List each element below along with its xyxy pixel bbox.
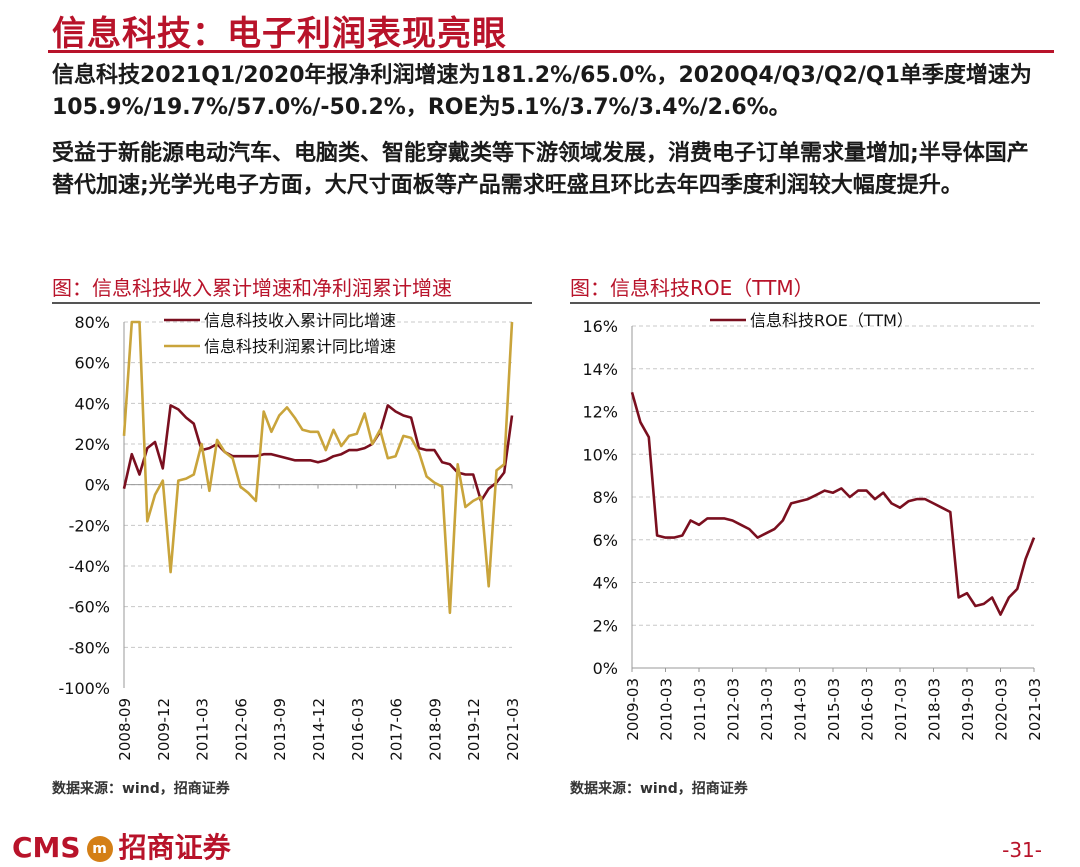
right-chart-y-tick-label: 16% — [582, 317, 618, 336]
left-chart-y-tick-label: -100% — [58, 679, 110, 698]
page-number: -31- — [1002, 838, 1042, 862]
right-chart-series-line-1 — [630, 391, 1036, 616]
left-chart-series-line-2 — [122, 320, 514, 615]
left-chart-x-tick-label: 2018-09 — [426, 698, 444, 761]
right-chart-divider — [570, 302, 1040, 304]
logo-emblem-icon: m — [86, 836, 113, 862]
right-chart-y-tick-label: 6% — [593, 531, 618, 550]
right-chart-x-tick-label: 2018-03 — [926, 678, 944, 741]
left-chart-x-tick-label: 2016-03 — [349, 698, 367, 761]
right-chart-x-tick-label: 2013-03 — [758, 678, 776, 741]
right-chart-x-tick-label: 2019-03 — [959, 678, 977, 741]
right-chart-x-tick-label: 2016-03 — [859, 678, 877, 741]
left-chart-x-tick-label: 2019-12 — [465, 698, 483, 761]
right-chart-x-tick-label: 2010-03 — [658, 678, 676, 741]
right-chart-source: 数据来源：wind，招商证券 — [570, 781, 748, 797]
right-chart-x-tick-label: 2021-03 — [1026, 678, 1044, 741]
left-chart-y-tick-label: 40% — [74, 394, 110, 413]
left-chart-title: 图：信息科技收入累计增速和净利润累计增速 — [52, 276, 452, 300]
title-divider — [48, 50, 1054, 53]
left-chart-x-tick-label: 2009-12 — [155, 698, 173, 761]
roe-line-chart: 16% 14% 12% 10% 8% 6% 4% 2% 0% 2009-03 2010-03 2011… — [582, 311, 1044, 741]
left-chart-legend-label: 信息科技收入累计同比增速 — [204, 311, 396, 330]
right-chart-y-tick-label: 2% — [593, 616, 618, 635]
right-chart-x-tick-label: 2020-03 — [993, 678, 1011, 741]
right-chart-x-tick-label: 2015-03 — [825, 678, 843, 741]
right-chart-x-tick-label: 2011-03 — [691, 678, 709, 741]
right-chart-legend-label: 信息科技ROE（TTM） — [750, 311, 913, 330]
left-chart-x-tick-label: 2014-12 — [310, 698, 328, 761]
logo-cn-name: 招商证券 — [118, 831, 231, 864]
growth-line-chart: 80% 60% 40% 20% 0% -20% -40% -60% -80% -100% 2008-… — [58, 311, 522, 761]
left-chart-x-tick-label: 2012-06 — [232, 698, 250, 761]
left-chart-series-line-1 — [122, 404, 514, 503]
right-chart-x-tick-label: 2017-03 — [892, 678, 910, 741]
right-chart-y-tick-label: 4% — [593, 574, 618, 593]
left-chart-x-tick-label: 2008-09 — [116, 698, 134, 761]
left-chart-y-tick-label: 80% — [74, 313, 110, 332]
left-chart-y-tick-label: -80% — [69, 638, 110, 657]
left-chart-x-tick-label: 2017-06 — [388, 698, 406, 761]
left-chart-x-tick-label: 2021-03 — [504, 698, 522, 761]
summary-paragraph: 信息科技2021Q1/2020年报净利润增速为181.2%/65.0%，2020… — [52, 63, 1032, 120]
left-chart-y-tick-label: -20% — [69, 516, 110, 535]
right-chart-y-tick-label: 14% — [582, 360, 618, 379]
right-chart-x-tick-label: 2014-03 — [792, 678, 810, 741]
logo-text: CMS — [12, 831, 81, 864]
left-chart-y-tick-label: -60% — [69, 598, 110, 617]
left-chart-source: 数据来源：wind，招商证券 — [52, 781, 230, 797]
left-chart-legend-label: 信息科技利润累计同比增速 — [204, 337, 396, 356]
right-chart-y-tick-label: 0% — [593, 659, 618, 678]
right-chart-y-tick-label: 12% — [582, 403, 618, 422]
page-title: 信息科技：电子利润表现亮眼 — [52, 14, 507, 54]
company-logo: CMS m 招商证券 — [12, 826, 231, 866]
right-chart-x-tick-label: 2012-03 — [725, 678, 743, 741]
right-chart-y-tick-label: 8% — [593, 488, 618, 507]
left-chart-x-tick-label: 2011-03 — [194, 698, 212, 761]
left-chart-divider — [52, 302, 532, 304]
right-chart-x-tick-label: 2009-03 — [624, 678, 642, 741]
left-chart-y-tick-label: -40% — [69, 557, 110, 576]
left-chart-y-tick-label: 0% — [85, 476, 110, 495]
right-chart-y-tick-label: 10% — [582, 445, 618, 464]
analysis-paragraph: 受益于新能源电动汽车、电脑类、智能穿戴类等下游领域发展，消费电子订单需求量增加;… — [52, 141, 1029, 198]
left-chart-x-tick-label: 2013-09 — [271, 698, 289, 761]
left-chart-y-tick-label: 60% — [74, 354, 110, 373]
left-chart-y-tick-label: 20% — [74, 435, 110, 454]
right-chart-title: 图：信息科技ROE（TTM） — [570, 276, 814, 300]
